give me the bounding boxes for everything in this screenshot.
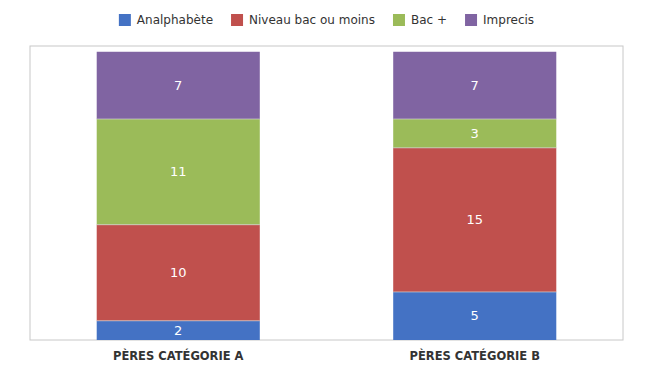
legend-label: Imprecis bbox=[483, 13, 534, 27]
legend-swatch bbox=[231, 14, 243, 26]
bar-segment bbox=[393, 148, 556, 292]
data-label: 10 bbox=[170, 265, 187, 280]
bar-segment bbox=[393, 52, 556, 119]
legend-label: Analphabète bbox=[137, 13, 213, 27]
chart-container: 25101511377PÈRES CATÉGORIE APÈRES CATÉGO… bbox=[0, 0, 653, 385]
data-label: 5 bbox=[471, 308, 479, 323]
segment-separator bbox=[97, 119, 260, 120]
data-label: 7 bbox=[471, 78, 479, 93]
segment-separator bbox=[393, 291, 556, 292]
x-tick-label: PÈRES CATÉGORIE B bbox=[410, 348, 540, 363]
x-tick-label: PÈRES CATÉGORIE A bbox=[113, 348, 244, 363]
legend-item: Imprecis bbox=[465, 13, 534, 27]
plot-frame bbox=[30, 46, 623, 340]
segment-separator bbox=[393, 147, 556, 148]
bar-segment bbox=[393, 292, 556, 340]
bar-segment bbox=[97, 225, 260, 321]
legend: Analphabète Niveau bac ou moins Bac + Impre… bbox=[119, 13, 534, 27]
data-label: 11 bbox=[170, 164, 187, 179]
bars bbox=[97, 52, 557, 340]
bar-segment bbox=[97, 321, 260, 340]
legend-label: Bac + bbox=[411, 13, 447, 27]
legend-swatch bbox=[465, 14, 477, 26]
legend-item: Bac + bbox=[393, 13, 447, 27]
legend-swatch bbox=[119, 14, 131, 26]
legend-item: Analphabète bbox=[119, 13, 213, 27]
bar-segment bbox=[393, 119, 556, 148]
data-label: 7 bbox=[174, 78, 182, 93]
legend-swatch bbox=[393, 14, 405, 26]
segment-separator bbox=[97, 224, 260, 225]
x-axis: PÈRES CATÉGORIE A PÈRES CATÉGORIE B bbox=[113, 348, 540, 363]
segment-separator bbox=[97, 320, 260, 321]
chart-svg: 25101511377PÈRES CATÉGORIE APÈRES CATÉGO… bbox=[0, 0, 653, 385]
data-label: 3 bbox=[471, 126, 479, 141]
data-label: 15 bbox=[466, 212, 483, 227]
legend-item: Niveau bac ou moins bbox=[231, 13, 375, 27]
bar-segment bbox=[97, 119, 260, 225]
data-labels: 2 5 10 15 11 3 7 7 bbox=[170, 78, 483, 338]
data-label: 2 bbox=[174, 323, 182, 338]
legend-label: Niveau bac ou moins bbox=[249, 13, 375, 27]
segment-separator bbox=[393, 119, 556, 120]
bar-segment bbox=[97, 52, 260, 119]
